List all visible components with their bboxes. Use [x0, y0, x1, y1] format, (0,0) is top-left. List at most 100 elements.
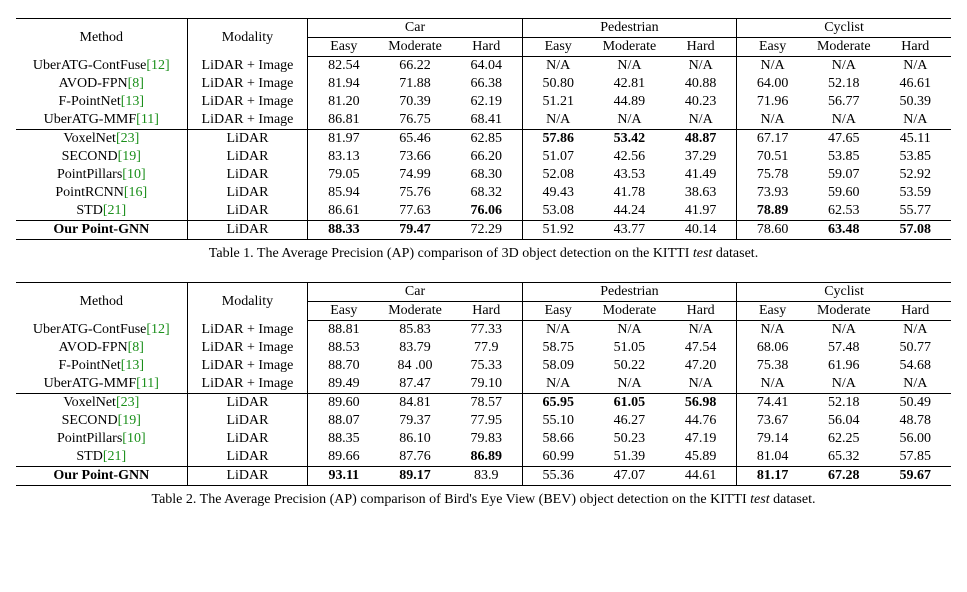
citation: [23] [116, 395, 139, 410]
value-cell: 79.47 [379, 221, 450, 240]
value-cell: 51.39 [594, 448, 665, 467]
value-cell: 40.23 [665, 93, 736, 111]
value-cell: 56.77 [808, 93, 879, 111]
method-name: Our Point-GNN [53, 222, 149, 237]
col-sub: Easy [522, 302, 593, 321]
value-cell: 57.85 [880, 448, 951, 467]
table-row: UberATG-ContFuse[12]LiDAR + Image88.8185… [16, 321, 951, 340]
col-sub: Hard [665, 302, 736, 321]
method-cell: F-PointNet[13] [16, 357, 187, 375]
value-cell: 79.05 [308, 166, 379, 184]
value-cell: 88.70 [308, 357, 379, 375]
value-cell: N/A [594, 375, 665, 394]
value-cell: 61.96 [808, 357, 879, 375]
value-cell: N/A [737, 57, 808, 76]
method-cell: UberATG-MMF[11] [16, 375, 187, 394]
modality-cell: LiDAR + Image [187, 339, 308, 357]
value-cell: 57.08 [880, 221, 951, 240]
modality-cell: LiDAR + Image [187, 375, 308, 394]
citation: [12] [146, 58, 169, 73]
method-cell: SECOND[19] [16, 148, 187, 166]
value-cell: 73.66 [379, 148, 450, 166]
method-cell: UberATG-ContFuse[12] [16, 321, 187, 340]
value-cell: 83.13 [308, 148, 379, 166]
table-row: UberATG-MMF[11]LiDAR + Image89.4987.4779… [16, 375, 951, 394]
value-cell: 88.81 [308, 321, 379, 340]
value-cell: N/A [522, 321, 593, 340]
value-cell: 75.33 [451, 357, 522, 375]
table-row: F-PointNet[13]LiDAR + Image88.7084 .0075… [16, 357, 951, 375]
value-cell: 58.75 [522, 339, 593, 357]
value-cell: 47.65 [808, 130, 879, 149]
value-cell: 76.75 [379, 111, 450, 130]
value-cell: 53.85 [880, 148, 951, 166]
col-group: Pedestrian [522, 19, 736, 38]
value-cell: N/A [522, 111, 593, 130]
table-row: PointPillars[10]LiDAR79.0574.9968.3052.0… [16, 166, 951, 184]
value-cell: 47.20 [665, 357, 736, 375]
caption-text: dataset. [770, 492, 816, 507]
modality-cell: LiDAR [187, 412, 308, 430]
citation: [11] [136, 112, 159, 127]
value-cell: 40.14 [665, 221, 736, 240]
value-cell: N/A [665, 321, 736, 340]
value-cell: 66.38 [451, 75, 522, 93]
value-cell: N/A [880, 111, 951, 130]
value-cell: N/A [880, 57, 951, 76]
results-table: MethodModalityCarPedestrianCyclistEasyMo… [16, 282, 951, 486]
value-cell: 60.99 [522, 448, 593, 467]
citation: [16] [124, 185, 147, 200]
value-cell: 59.67 [880, 467, 951, 486]
value-cell: 51.92 [522, 221, 593, 240]
value-cell: 48.87 [665, 130, 736, 149]
value-cell: 81.20 [308, 93, 379, 111]
table-row: UberATG-ContFuse[12]LiDAR + Image82.5466… [16, 57, 951, 76]
table-row: VoxelNet[23]LiDAR89.6084.8178.5765.9561.… [16, 394, 951, 413]
value-cell: N/A [522, 375, 593, 394]
method-cell: PointPillars[10] [16, 430, 187, 448]
value-cell: 84.81 [379, 394, 450, 413]
caption-italic: test [693, 246, 712, 261]
citation: [8] [128, 340, 144, 355]
value-cell: 88.07 [308, 412, 379, 430]
value-cell: 42.81 [594, 75, 665, 93]
value-cell: 41.78 [594, 184, 665, 202]
col-sub: Easy [308, 38, 379, 57]
col-modality: Modality [187, 19, 308, 57]
value-cell: 43.53 [594, 166, 665, 184]
citation: [13] [121, 358, 144, 373]
caption-italic: test [750, 492, 769, 507]
method-name: AVOD-FPN [59, 76, 128, 91]
modality-cell: LiDAR + Image [187, 93, 308, 111]
method-name: F-PointNet [59, 94, 121, 109]
value-cell: 84 .00 [379, 357, 450, 375]
value-cell: 62.25 [808, 430, 879, 448]
value-cell: 42.56 [594, 148, 665, 166]
value-cell: 86.81 [308, 111, 379, 130]
modality-cell: LiDAR + Image [187, 57, 308, 76]
value-cell: 75.78 [737, 166, 808, 184]
value-cell: 44.89 [594, 93, 665, 111]
value-cell: 41.49 [665, 166, 736, 184]
caption-text: Table 1. The Average Precision (AP) comp… [209, 246, 693, 261]
value-cell: 61.05 [594, 394, 665, 413]
value-cell: 50.49 [880, 394, 951, 413]
value-cell: 86.61 [308, 202, 379, 221]
col-group: Car [308, 283, 522, 302]
method-cell: STD[21] [16, 202, 187, 221]
table-row: PointRCNN[16]LiDAR85.9475.7668.3249.4341… [16, 184, 951, 202]
method-name: Our Point-GNN [53, 468, 149, 483]
method-name: F-PointNet [59, 358, 121, 373]
value-cell: 79.10 [451, 375, 522, 394]
value-cell: 38.63 [665, 184, 736, 202]
value-cell: 75.76 [379, 184, 450, 202]
value-cell: 52.18 [808, 394, 879, 413]
value-cell: 68.06 [737, 339, 808, 357]
method-cell: AVOD-FPN[8] [16, 339, 187, 357]
col-sub: Hard [665, 38, 736, 57]
citation: [13] [121, 94, 144, 109]
value-cell: 83.9 [451, 467, 522, 486]
value-cell: 50.22 [594, 357, 665, 375]
value-cell: 79.14 [737, 430, 808, 448]
col-sub: Hard [880, 302, 951, 321]
